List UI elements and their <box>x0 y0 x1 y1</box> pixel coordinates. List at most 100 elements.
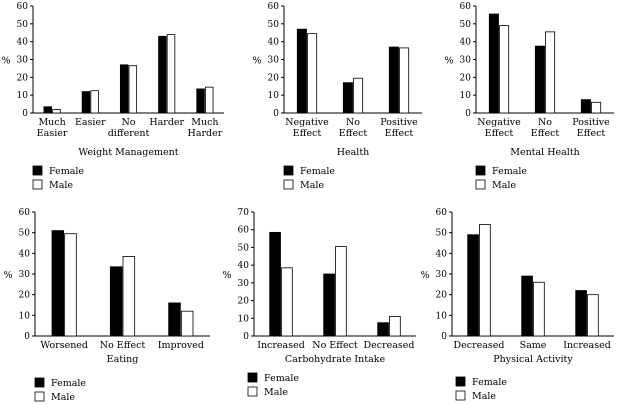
x-category-label-line: Effect <box>293 128 322 139</box>
legend: Female Male <box>32 165 84 191</box>
x-category-label: Increased <box>257 340 305 351</box>
bar-male <box>353 77 364 114</box>
legend-label-male: Male <box>51 392 75 403</box>
y-tick-label: 40 <box>460 38 472 48</box>
y-tick-label: 10 <box>460 91 472 101</box>
legend-swatch-male <box>32 179 43 190</box>
x-category-label: No Effect <box>100 340 146 351</box>
legend-label-female: Female <box>51 378 86 389</box>
y-axis-title: % <box>252 56 261 67</box>
bar-female <box>269 231 281 337</box>
y-tick-label: 60 <box>19 208 31 218</box>
x-category-label-line: Positive <box>572 117 610 128</box>
legend-label-female: Female <box>300 166 335 177</box>
y-tick-label: 30 <box>436 270 448 280</box>
y-tick-label: 60 <box>436 208 448 218</box>
x-category-label-line: Increased <box>563 340 611 351</box>
bar-male <box>204 86 214 114</box>
y-tick-label: 20 <box>238 297 250 307</box>
y-tick-label: 50 <box>17 20 29 30</box>
x-category-label-line: Effect <box>385 128 414 139</box>
legend: Female Male <box>475 165 527 191</box>
y-tick-label: 20 <box>268 73 280 83</box>
bar-female <box>388 46 399 114</box>
x-category-label-line: Effect <box>531 128 560 139</box>
x-category-label-line: Harder <box>188 128 223 139</box>
bar-female <box>467 234 479 337</box>
y-tick-label: 50 <box>268 20 280 30</box>
x-category-label-line: Negative <box>285 117 329 128</box>
legend: Female Male <box>455 376 507 402</box>
bar-female <box>534 45 545 114</box>
bar-male <box>479 223 491 337</box>
x-category-label-line: Decreased <box>364 340 415 351</box>
bar-male <box>307 33 318 114</box>
bar-male <box>64 233 77 337</box>
x-category-label-line: Negative <box>477 117 521 128</box>
y-tick-label: 40 <box>17 38 29 48</box>
x-category-label-line: different <box>108 128 150 139</box>
x-category-label: Positive Effect <box>572 117 610 139</box>
y-tick-label: 60 <box>268 2 280 12</box>
bar-male <box>281 267 293 337</box>
y-axis-title: % <box>222 270 231 281</box>
y-tick-label: 20 <box>17 73 29 83</box>
y-axis-title: % <box>444 56 453 67</box>
bar-female <box>575 290 587 337</box>
y-tick-label: 20 <box>460 73 472 83</box>
x-category-label-line: Positive <box>380 117 418 128</box>
legend-swatch-male <box>34 391 45 402</box>
legend-label-female: Female <box>492 166 527 177</box>
x-category-label: Easier <box>75 117 106 128</box>
bar-male <box>533 281 545 337</box>
bar-male <box>399 47 410 114</box>
bar-female <box>168 302 181 337</box>
y-tick-label: 0 <box>273 109 279 119</box>
x-axis-title: Carbohydrate Intake <box>285 354 386 365</box>
bar-female <box>296 28 307 114</box>
y-tick-label: 0 <box>465 109 471 119</box>
bar-male <box>499 25 510 114</box>
bar-male <box>545 31 556 114</box>
x-category-label-line: Easier <box>75 117 106 128</box>
x-category-label: Same <box>520 340 547 351</box>
x-category-label-line: Much <box>38 117 65 128</box>
bar-male <box>90 90 99 114</box>
y-tick-label: 50 <box>238 243 250 253</box>
bar-male <box>122 256 136 337</box>
x-category-label: No different <box>108 117 150 139</box>
bar-female <box>43 106 52 114</box>
y-tick-label: 60 <box>460 2 472 12</box>
y-tick-label: 50 <box>460 20 472 30</box>
chart-panel-5: 0 10 20 30 40 50 60 70% Increased No Effect Decrea… <box>222 208 416 398</box>
y-tick-label: 20 <box>436 291 448 301</box>
legend-swatch-male <box>455 390 466 401</box>
x-category-label-line: Much <box>191 117 218 128</box>
legend-label-male: Male <box>492 180 516 191</box>
y-tick-label: 40 <box>238 261 250 271</box>
x-category-label: Negative Effect <box>477 117 521 139</box>
bar-female <box>377 322 389 337</box>
legend-swatch-female <box>475 165 486 176</box>
bar-male <box>591 101 602 114</box>
bar-male <box>335 246 347 337</box>
legend-swatch-female <box>247 372 258 383</box>
y-tick-label: 10 <box>17 91 29 101</box>
legend: Female Male <box>283 165 335 191</box>
y-tick-label: 40 <box>268 38 280 48</box>
y-tick-label: 40 <box>19 249 31 259</box>
y-tick-label: 20 <box>19 291 31 301</box>
y-tick-label: 30 <box>17 56 29 66</box>
x-axis-title: Eating <box>107 354 139 365</box>
x-category-label: Much Harder <box>188 117 223 139</box>
legend-label-male: Male <box>472 391 496 402</box>
x-category-label-line: Effect <box>339 128 368 139</box>
x-category-label-line: Easier <box>37 128 68 139</box>
bar-female <box>51 230 65 337</box>
x-axis-title: Weight Management <box>78 147 178 158</box>
bar-male <box>389 316 401 337</box>
legend-label-female: Female <box>472 377 507 388</box>
y-tick-label: 0 <box>243 332 249 342</box>
